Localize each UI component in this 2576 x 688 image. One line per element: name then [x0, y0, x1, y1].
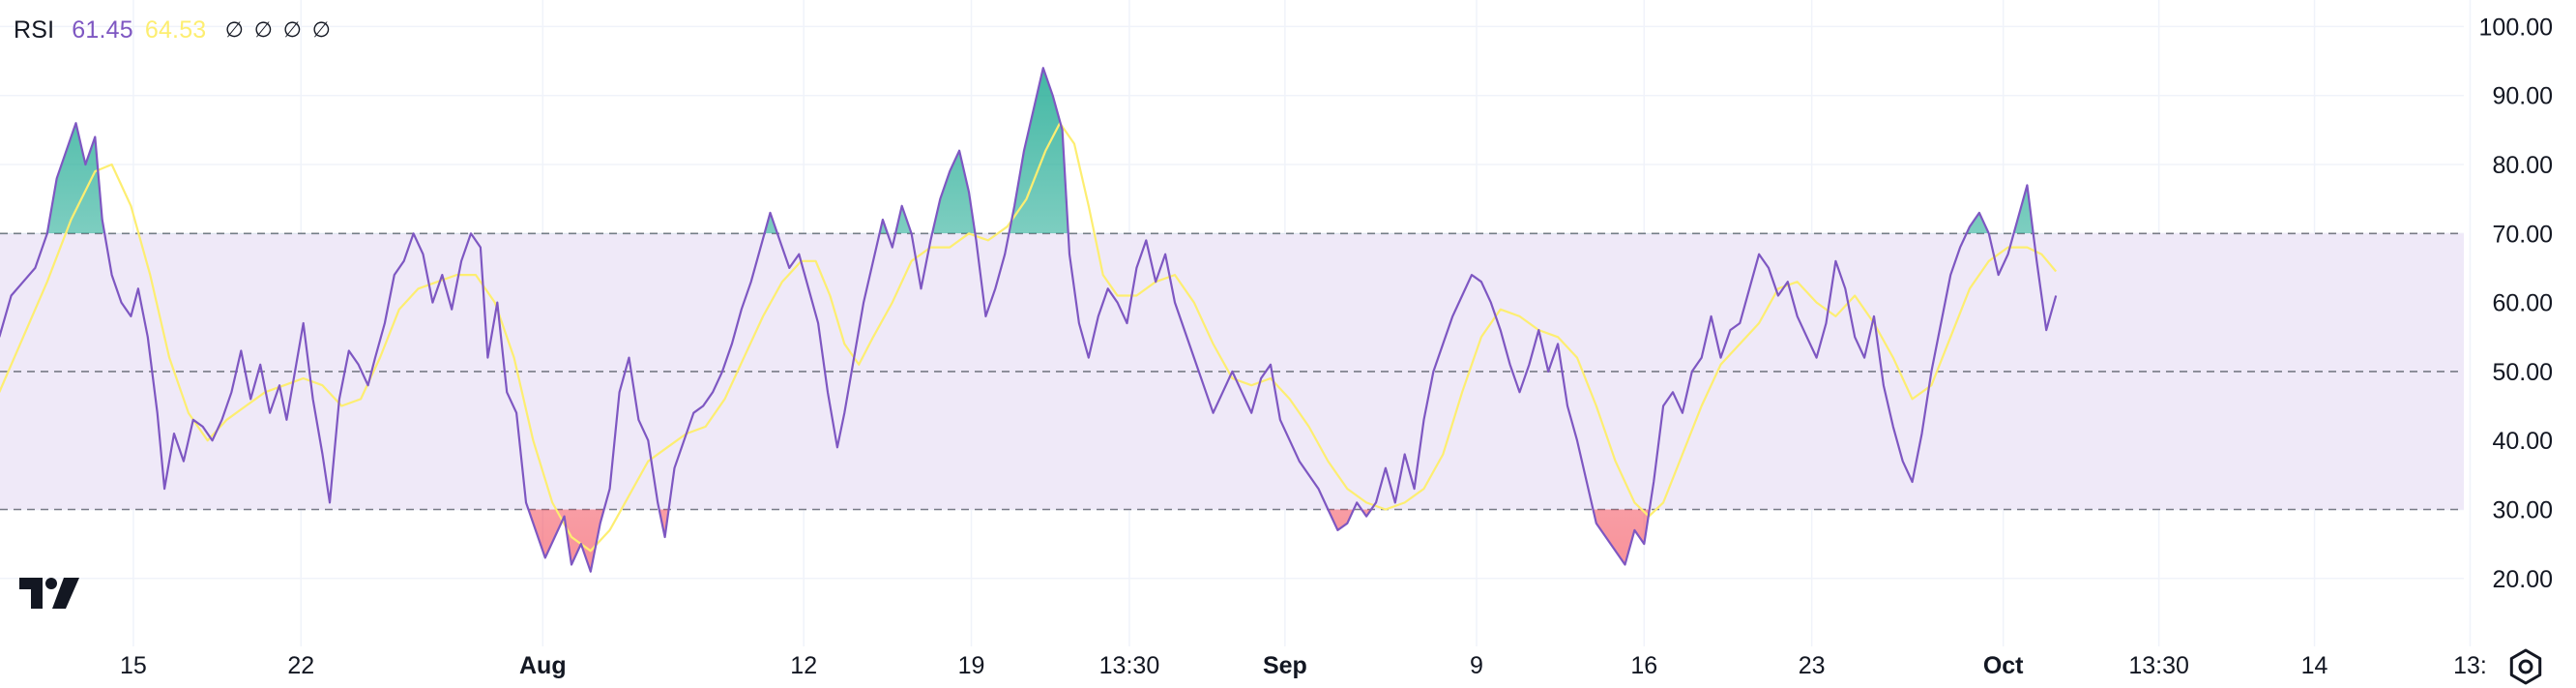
x-tick-label: 13: — [2453, 652, 2487, 679]
indicator-name[interactable]: RSI — [14, 15, 55, 44]
ma-value: 64.53 — [144, 15, 207, 44]
y-tick-label: 80.00 — [2492, 152, 2553, 179]
indicator-legend[interactable]: RSI 61.45 64.53 ∅ ∅ ∅ ∅ — [14, 14, 336, 46]
x-tick-label: 9 — [1470, 652, 1483, 679]
x-tick-label: 23 — [1799, 652, 1826, 679]
x-tick-label: 14 — [2301, 652, 2328, 679]
y-axis[interactable]: 100.00 90.00 80.00 70.00 60.00 50.00 40.00 30.0… — [2479, 14, 2553, 592]
y-tick-label: 30.00 — [2492, 497, 2553, 524]
y-tick-label: 20.00 — [2492, 566, 2553, 593]
x-tick-label: 15 — [120, 652, 147, 679]
x-tick-label: Aug — [519, 652, 567, 679]
x-tick-label: Sep — [1263, 652, 1307, 679]
x-tick-label: 22 — [287, 652, 314, 679]
settings-gear-icon[interactable] — [2504, 645, 2547, 688]
y-tick-label: 40.00 — [2492, 428, 2553, 455]
y-tick-label: 50.00 — [2492, 359, 2553, 386]
tradingview-logo[interactable] — [19, 578, 79, 611]
x-tick-label: 13:30 — [2128, 652, 2189, 679]
y-tick-label: 100.00 — [2479, 14, 2553, 41]
y-tick-label: 60.00 — [2492, 290, 2553, 317]
x-tick-label: 16 — [1630, 652, 1657, 679]
empty-value-2: ∅ — [253, 17, 274, 42]
empty-value-3: ∅ — [282, 17, 303, 42]
x-tick-label: Oct — [1983, 652, 2024, 679]
rsi-line — [0, 67, 2058, 573]
x-tick-label: 13:30 — [1099, 652, 1160, 679]
rsi-value: 61.45 — [72, 15, 133, 44]
y-tick-label: 70.00 — [2492, 221, 2553, 248]
empty-value-4: ∅ — [311, 17, 332, 42]
x-axis[interactable]: 15 22 Aug 12 19 13:30 Sep 9 16 23 Oct 13:30 14 13: — [120, 652, 2487, 679]
y-tick-label: 90.00 — [2492, 83, 2553, 110]
x-tick-label: 19 — [958, 652, 985, 679]
overbought-fill — [0, 68, 2057, 234]
x-tick-label: 12 — [790, 652, 817, 679]
empty-value-1: ∅ — [224, 17, 245, 42]
